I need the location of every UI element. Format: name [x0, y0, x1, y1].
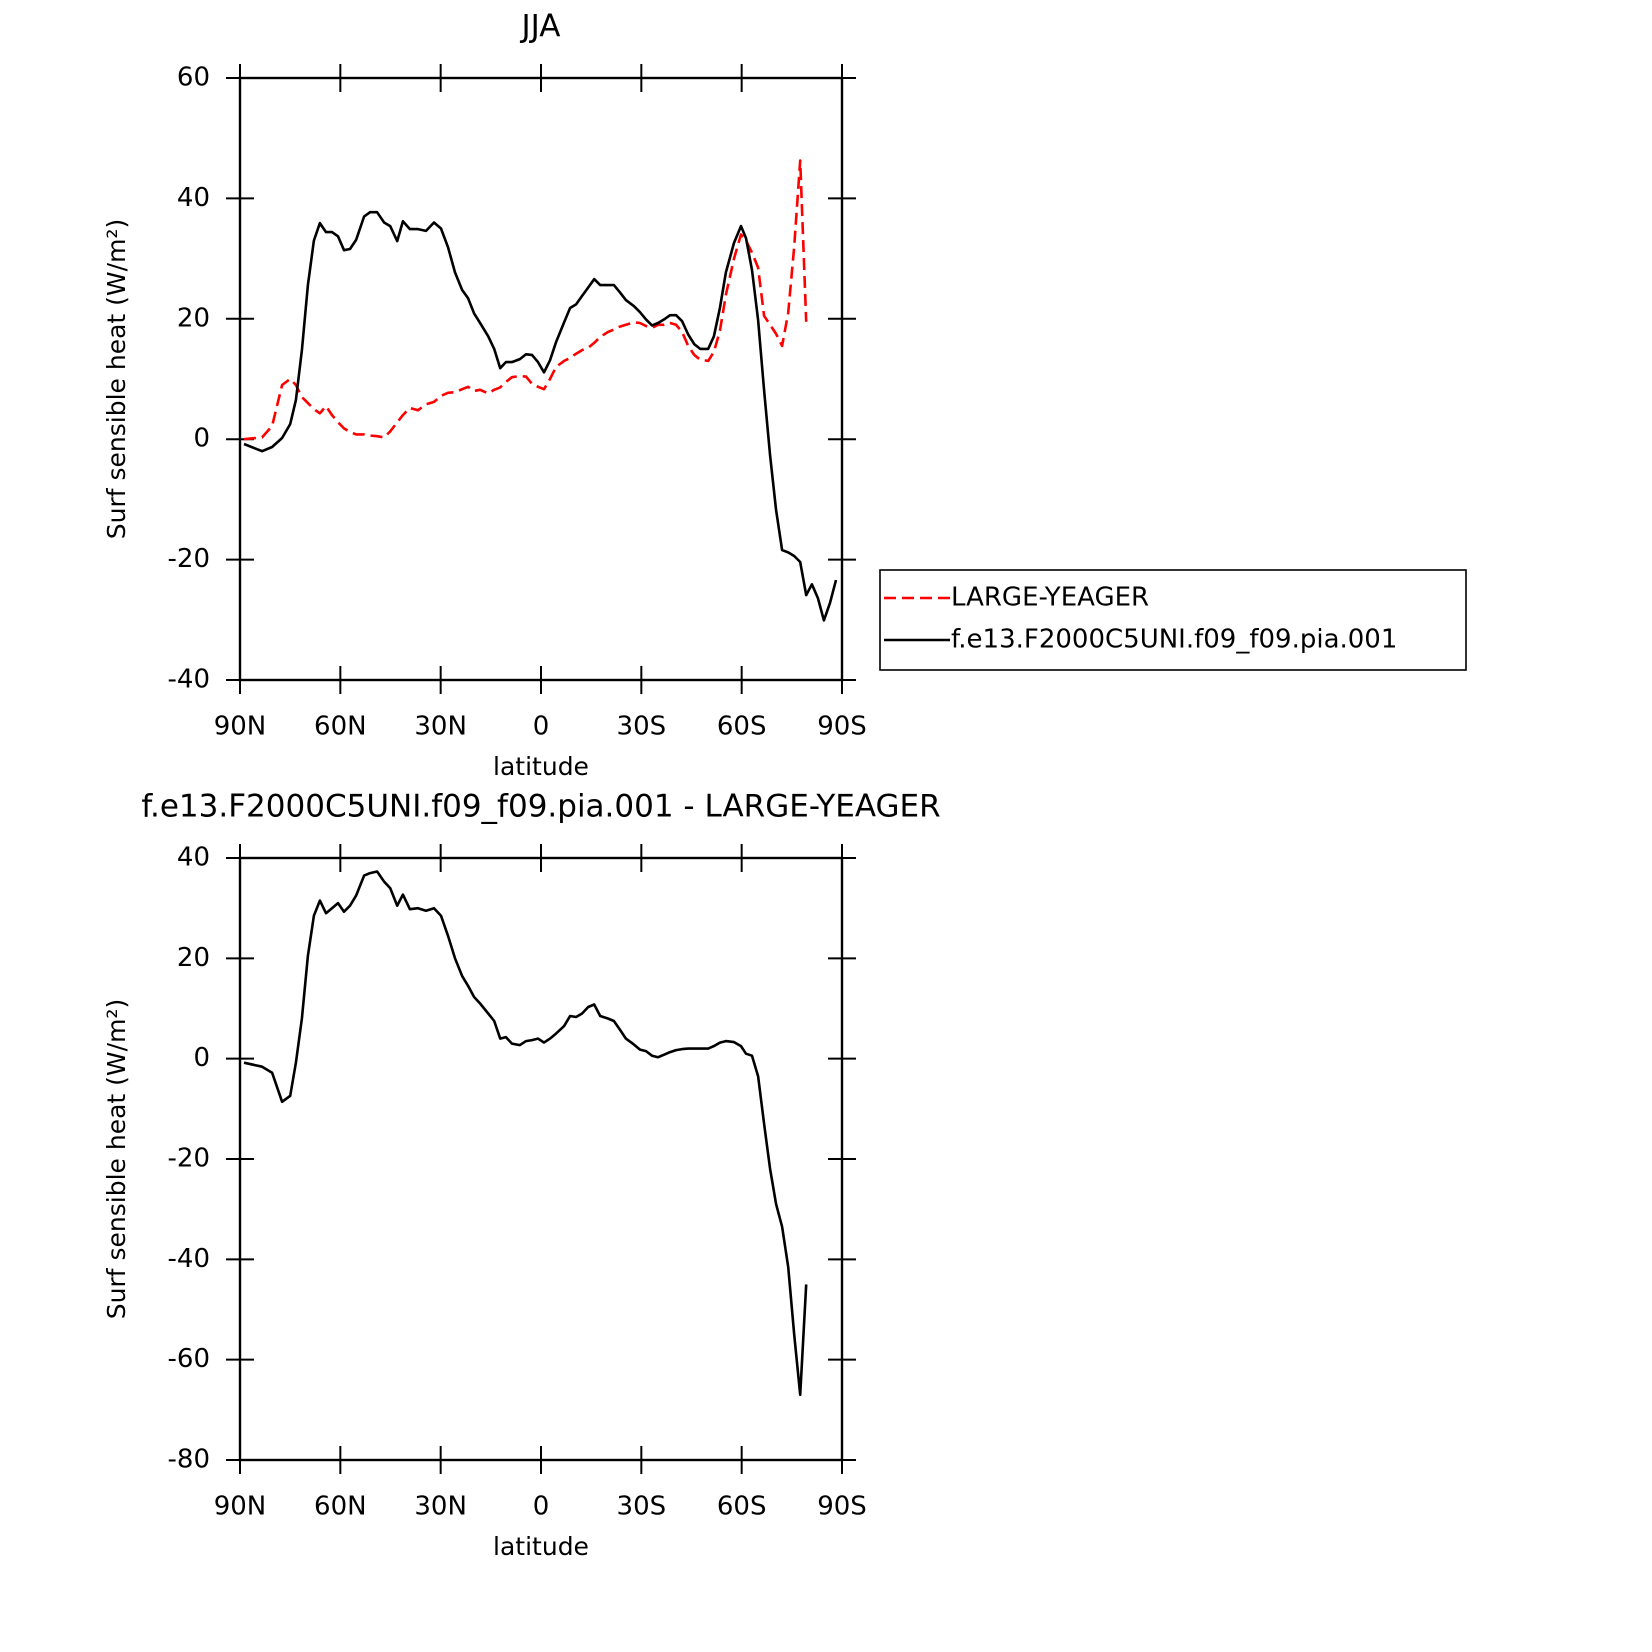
panel: JJA -40 -20 0 20 40 60 90N 60N 30N 0 30S 60S 90S latit…: [102, 9, 1467, 781]
y-tick-label: -20: [168, 544, 210, 574]
x-tick-label: 60N: [314, 1492, 367, 1522]
x-tick-label: 60S: [717, 712, 767, 742]
y-tick-label: 40: [177, 843, 210, 873]
legend-label: LARGE-YEAGER: [951, 583, 1149, 613]
series-line: [243, 210, 838, 622]
y-tick-label: 40: [177, 183, 210, 213]
y-tick-label: -40: [168, 665, 210, 695]
plot-frame: [238, 856, 844, 1462]
x-tick-label: 30S: [617, 1492, 667, 1522]
series-line: [243, 870, 808, 1397]
y-tick-label: -20: [168, 1144, 210, 1174]
chart-title: JJA: [520, 9, 561, 45]
x-tick-label: 90S: [817, 1492, 867, 1522]
x-tick-label: 90S: [817, 712, 867, 742]
x-tick-label: 0: [533, 1492, 550, 1522]
x-tick-label: 60N: [314, 712, 367, 742]
y-tick-label: -80: [168, 1445, 210, 1475]
panel: f.e13.F2000C5UNI.f09_f09.pia.001 - LARGE…: [102, 789, 941, 1562]
x-axis-label: latitude: [493, 1532, 589, 1561]
x-tick-label: 60S: [717, 1492, 767, 1522]
legend-label: f.e13.F2000C5UNI.f09_f09.pia.001: [951, 625, 1397, 655]
plot-frame: [238, 76, 844, 682]
chart-title: f.e13.F2000C5UNI.f09_f09.pia.001 - LARGE…: [141, 789, 940, 825]
x-tick-label: 90N: [214, 1492, 267, 1522]
legend-box: [879, 569, 1467, 671]
y-tick-label: 0: [193, 1043, 210, 1073]
y-axis-label: Surf sensible heat (W/m²): [102, 999, 131, 1319]
series-line: [243, 159, 808, 441]
y-tick-label: -40: [168, 1244, 210, 1274]
y-tick-label: 60: [177, 63, 210, 93]
y-tick-label: 0: [193, 424, 210, 454]
x-axis-label: latitude: [493, 752, 589, 781]
y-tick-label: 20: [177, 943, 210, 973]
y-axis-label: Surf sensible heat (W/m²): [102, 219, 131, 539]
x-tick-label: 30N: [414, 712, 467, 742]
x-tick-label: 30S: [617, 712, 667, 742]
y-tick-label: -60: [168, 1344, 210, 1374]
y-tick-label: 20: [177, 303, 210, 333]
x-tick-label: 0: [533, 712, 550, 742]
x-tick-label: 30N: [414, 1492, 467, 1522]
x-tick-label: 90N: [214, 712, 267, 742]
